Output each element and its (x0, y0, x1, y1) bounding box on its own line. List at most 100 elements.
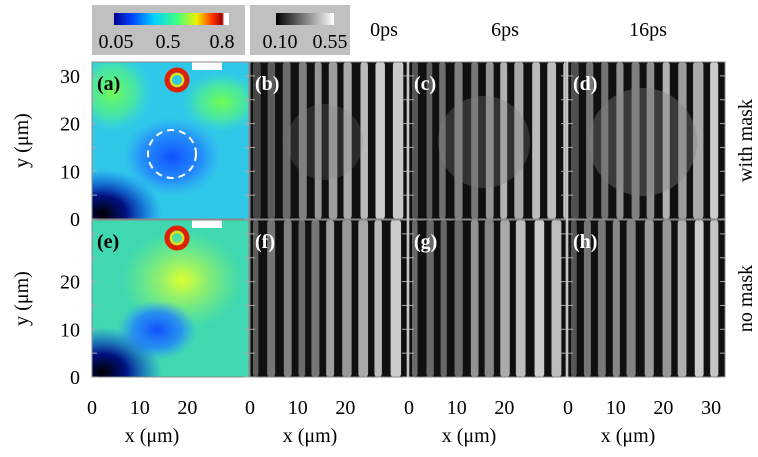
fringe (311, 220, 320, 377)
fringe (375, 62, 385, 219)
x-axis-label: x (μm) (283, 425, 338, 447)
fringe (532, 62, 541, 219)
x-tick-label: 30 (701, 397, 721, 419)
x-tick-label: 20 (494, 397, 514, 419)
fringe (439, 62, 446, 219)
panel (568, 62, 725, 219)
fringe (283, 220, 292, 377)
saturated (192, 62, 222, 70)
fringe (646, 62, 655, 219)
panel-frame (249, 219, 408, 378)
panel (250, 62, 407, 219)
panel (568, 220, 725, 377)
panel-label: (f) (255, 231, 275, 253)
panel-frame (567, 219, 726, 378)
fringe (551, 220, 562, 377)
fringe (267, 62, 276, 219)
fringe (314, 62, 322, 219)
colorbar-tick-label: 0.55 (313, 31, 348, 53)
fringe (298, 62, 307, 219)
fringe (426, 220, 434, 377)
fringe (612, 220, 620, 377)
colorbar (114, 13, 229, 25)
fringe (326, 220, 335, 377)
ring (164, 225, 190, 251)
fringe (470, 220, 479, 377)
fringe (485, 62, 494, 219)
panel-label: (a) (97, 73, 120, 95)
y-tick-label: 10 (60, 161, 80, 183)
x-tick-label: 20 (177, 397, 197, 419)
y-tick-label: 0 (70, 367, 80, 389)
x-tick-label: 10 (447, 397, 467, 419)
fringe (390, 220, 402, 377)
panel (409, 62, 566, 219)
haze (589, 88, 697, 196)
x-axis-label: x (μm) (601, 425, 656, 447)
x-axis-label: x (μm) (125, 425, 180, 447)
fringe (440, 220, 447, 377)
time-label: 16ps (629, 19, 667, 41)
fringe (358, 220, 369, 377)
fringe (267, 220, 276, 377)
fringe (693, 62, 704, 219)
fringe (694, 220, 704, 377)
fringe (662, 62, 670, 219)
panel (250, 220, 407, 377)
x-tick-label: 10 (606, 397, 626, 419)
y-axis-label: y (μm) (11, 113, 33, 168)
fringe (412, 220, 418, 377)
x-axis-label: x (μm) (442, 425, 497, 447)
x-tick-label: 20 (335, 397, 355, 419)
panel (92, 62, 249, 219)
y-tick-label: 20 (60, 272, 80, 294)
fringe (626, 220, 636, 377)
fringe (662, 220, 672, 377)
x-tick-label: 10 (130, 397, 150, 419)
row-label: no mask (735, 265, 757, 332)
fringe (514, 62, 524, 219)
colorbar-tick-label: 0.10 (263, 31, 298, 53)
fringe (515, 220, 526, 377)
y-axis-label: y (μm) (11, 271, 33, 326)
mask (147, 129, 197, 179)
fringe (500, 62, 508, 219)
x-tick-label: 20 (653, 397, 673, 419)
colorbar (276, 13, 334, 25)
panel-frame (91, 61, 250, 220)
y-tick-label: 30 (60, 66, 80, 88)
x-tick-label: 10 (288, 397, 308, 419)
fringe (563, 62, 566, 219)
panel-label: (g) (414, 231, 437, 253)
fringe (616, 62, 624, 219)
fringe (392, 62, 404, 219)
panel-label: (b) (255, 73, 279, 95)
fringe (710, 62, 719, 219)
fringe (601, 62, 609, 219)
blob (122, 117, 222, 197)
haze (287, 104, 363, 180)
fringe (500, 220, 510, 377)
fringe (343, 62, 352, 219)
fringe (586, 62, 594, 219)
colorbar-tick-label: 0.8 (210, 31, 235, 53)
time-label: 6ps (491, 19, 519, 41)
fringe (484, 220, 494, 377)
fringe (583, 220, 591, 377)
x-tick-label: 0 (404, 397, 414, 419)
fringe (282, 62, 291, 219)
panel-label: (c) (414, 73, 436, 95)
ring (170, 231, 184, 245)
panel-frame (249, 61, 408, 220)
fringe (328, 62, 338, 219)
panel-frame (91, 219, 250, 378)
panel-label: (d) (573, 73, 597, 95)
fringe (342, 220, 352, 377)
fringe (597, 220, 606, 377)
fringe (374, 220, 382, 377)
blob (92, 169, 162, 219)
fringe (454, 62, 463, 219)
panel-label: (e) (97, 231, 119, 253)
fringe (471, 62, 479, 219)
blob (92, 327, 162, 377)
